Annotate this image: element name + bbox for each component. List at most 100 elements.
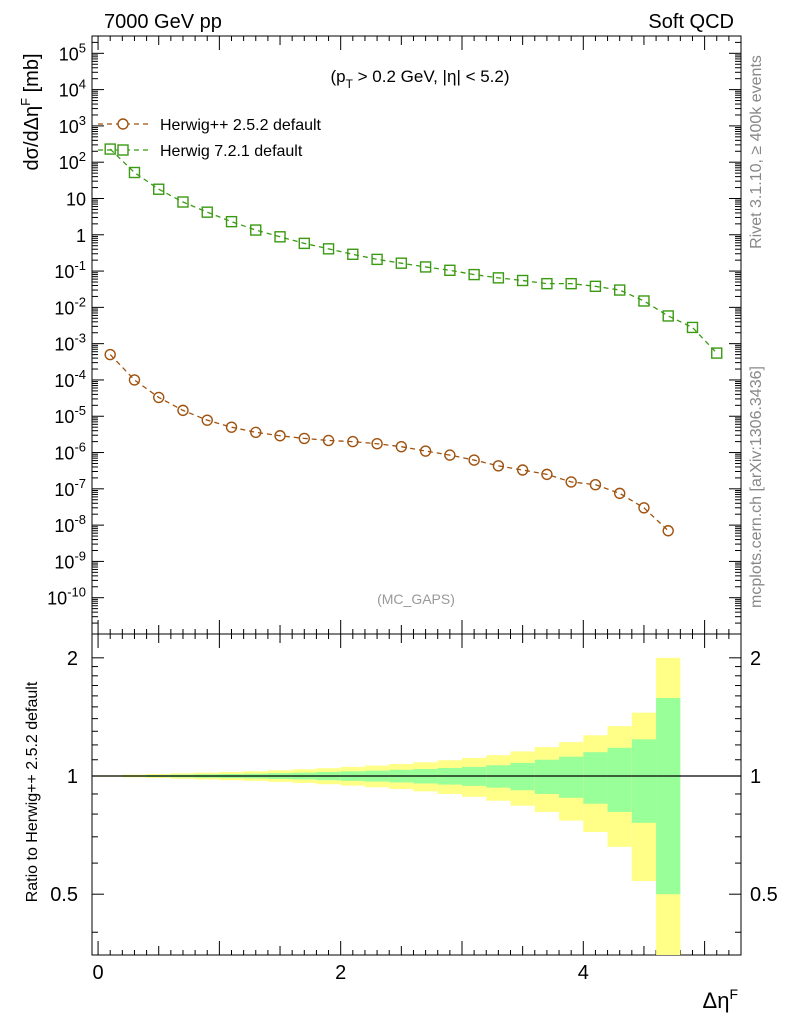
legend-marker	[117, 144, 129, 156]
data-point	[613, 487, 626, 500]
main-y-tick-label: 10	[66, 189, 86, 209]
data-point	[492, 460, 505, 472]
data-point	[444, 264, 456, 277]
main-y-tick-label: 1	[76, 226, 86, 246]
x-axis-label: ΔηF	[703, 986, 739, 1013]
data-point	[541, 468, 553, 481]
data-point	[589, 478, 602, 491]
legend-label: Herwig 7.2.1 default	[160, 143, 303, 160]
main-y-tick-label: 104	[59, 77, 86, 101]
data-point	[492, 272, 505, 284]
data-point	[128, 166, 141, 179]
x-ticks: 0 2 4	[93, 36, 730, 984]
main-y-tick-label: 10-1	[54, 258, 86, 282]
main-y-tick-label: 10-3	[54, 331, 86, 355]
main-y-tick-label: 105	[59, 40, 86, 64]
data-point	[347, 248, 359, 260]
green-band-bin	[583, 752, 608, 804]
data-point	[419, 445, 432, 457]
ratio-y-tick-label-left: 2	[67, 648, 78, 670]
x-tick-label: 0	[93, 962, 104, 984]
data-point	[638, 295, 650, 307]
data-point	[395, 257, 408, 269]
ratio-y-tick-label-right: 1	[750, 766, 761, 788]
main-y-tick-label: 10-5	[54, 403, 86, 427]
main-y-tick-label: 102	[59, 149, 86, 173]
ratio-y-tick-label-left: 1	[67, 766, 78, 788]
data-point	[104, 348, 116, 361]
data-point	[516, 274, 529, 287]
data-point	[298, 237, 310, 250]
green-band-bin	[656, 698, 681, 895]
data-point	[468, 268, 480, 281]
data-point	[298, 432, 310, 445]
data-point	[104, 143, 116, 155]
data-point	[177, 196, 189, 208]
legend-marker	[117, 118, 129, 130]
data-point	[250, 224, 262, 236]
series-layer	[104, 143, 723, 537]
green-band-bin	[631, 739, 657, 823]
ratio-plot-border	[91, 633, 742, 956]
data-point	[662, 310, 674, 322]
legend: Herwig++ 2.5.2 default Herwig 7.2.1 defau…	[98, 117, 322, 160]
data-point	[541, 277, 553, 290]
data-point	[201, 206, 213, 218]
main-y-tick-label: 10-2	[54, 294, 86, 318]
data-point	[274, 231, 286, 243]
main-y-tick-label: 10-8	[54, 512, 86, 536]
header-left: 7000 GeV pp	[104, 11, 222, 33]
main-y-tick-label: 10-4	[54, 367, 86, 391]
main-y-label: dσ/dΔηF [mb]	[18, 53, 43, 170]
main-y-tick-label: 10-10	[47, 585, 86, 609]
data-point	[225, 421, 238, 433]
main-y-tick-label: 103	[59, 113, 86, 137]
ratio-y-tick-label-left: 0.5	[50, 884, 78, 906]
data-point	[613, 284, 626, 296]
green-band-bin	[534, 759, 560, 794]
green-band-bin	[607, 747, 632, 812]
cut-label: (pT > 0.2 GeV, |η| < 5.2)	[330, 67, 509, 91]
main-y-tick-label: 10-6	[54, 440, 86, 464]
data-point	[347, 435, 359, 448]
rivet-label: Rivet 3.1.10, ≥ 400k events	[748, 55, 765, 249]
series-line	[109, 354, 669, 532]
data-point	[371, 253, 383, 266]
data-point	[419, 261, 432, 273]
main-y-ticks: 10510410310210110-110-210-310-410-510-61…	[47, 35, 741, 635]
data-point	[565, 476, 577, 488]
header-right: Soft QCD	[648, 11, 734, 33]
data-point	[686, 321, 699, 334]
ratio-y-tick-label-right: 2	[750, 648, 761, 670]
data-point	[201, 414, 213, 426]
data-point	[711, 347, 723, 359]
ratio-plot-frame	[91, 633, 742, 956]
data-point	[638, 502, 650, 514]
main-y-tick-label: 10-7	[54, 476, 86, 500]
data-point	[444, 449, 456, 461]
data-point	[153, 391, 165, 404]
data-point	[371, 438, 383, 450]
green-band-bin	[559, 756, 584, 798]
legend-label: Herwig++ 2.5.2 default	[160, 117, 322, 134]
ratio-y-label: Ratio to Herwig++ 2.5.2 default	[24, 681, 41, 902]
data-point	[322, 434, 335, 447]
ratio-y-tick-label-right: 0.5	[750, 884, 778, 906]
data-point	[516, 464, 529, 476]
data-point	[153, 183, 165, 195]
data-point	[395, 440, 408, 453]
data-point	[662, 525, 674, 537]
x-tick-label: 4	[578, 962, 589, 984]
mcplots-label: mcplots.cern.ch [arXiv:1306.3436]	[748, 366, 765, 608]
data-point	[177, 404, 189, 417]
data-point	[589, 280, 602, 293]
data-point	[322, 243, 335, 255]
data-point	[250, 426, 262, 439]
x-tick-label: 2	[335, 962, 346, 984]
data-point	[468, 454, 480, 466]
ratio-bands	[92, 657, 741, 955]
data-point	[274, 430, 286, 442]
data-point	[225, 215, 238, 228]
series-line	[109, 148, 718, 354]
